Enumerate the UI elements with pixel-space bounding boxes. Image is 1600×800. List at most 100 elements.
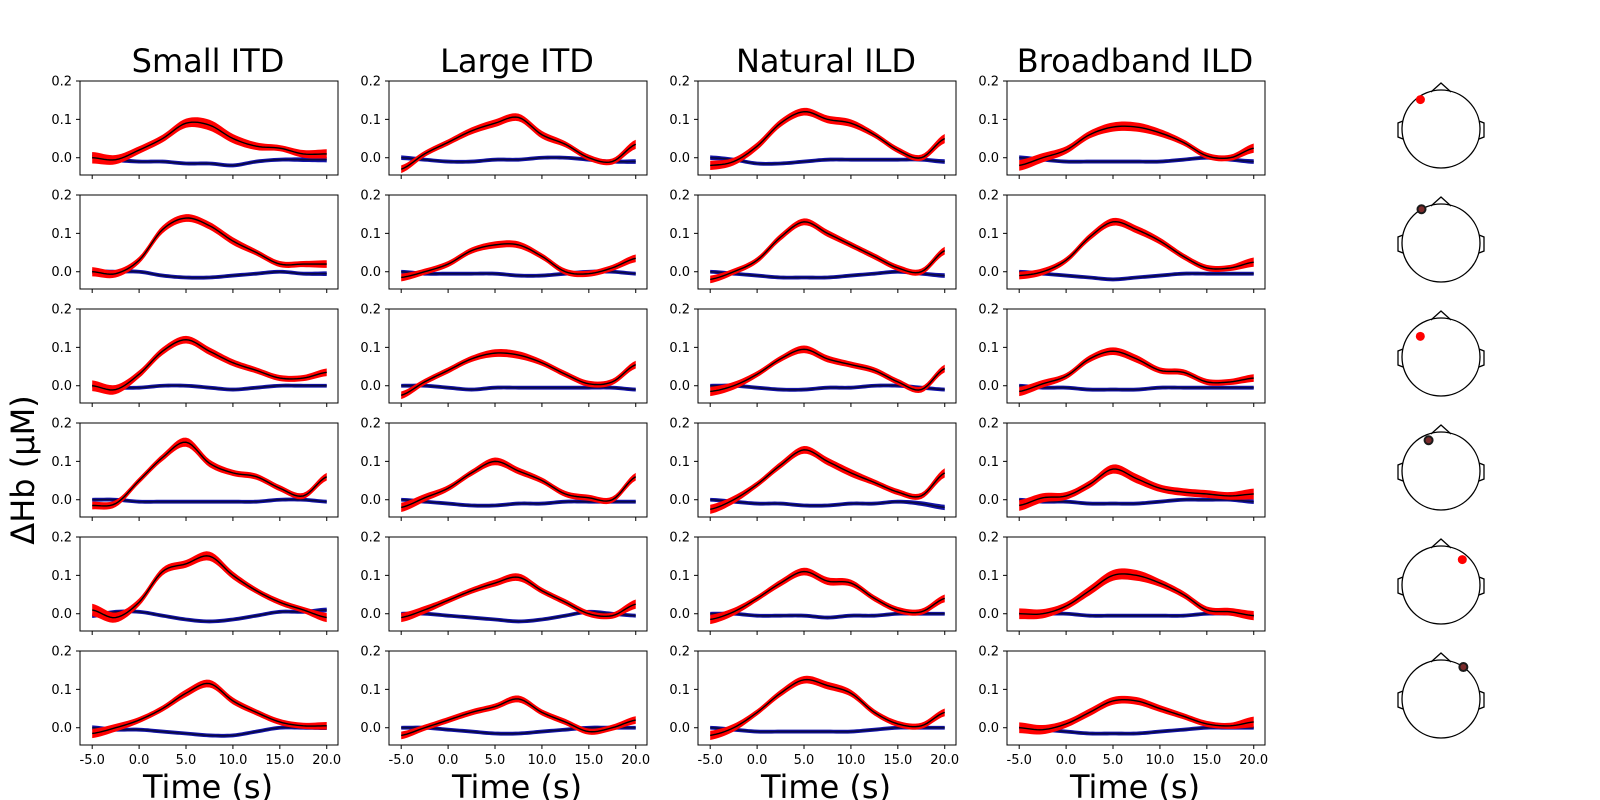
hbo-sd-band <box>710 218 945 284</box>
hbo-mean-line <box>92 217 327 275</box>
hbo-sd-band <box>1019 121 1254 171</box>
axes-frame <box>79 80 339 176</box>
y-tick-label: 0.2 <box>51 75 72 90</box>
y-tick-label: 0.2 <box>669 303 690 318</box>
axes-frame <box>79 308 339 404</box>
y-tick-label: 0.1 <box>360 341 381 356</box>
nose-shape <box>1430 82 1452 93</box>
y-tick-label: 0.1 <box>978 341 999 356</box>
y-tick-label: 0.0 <box>978 607 999 622</box>
y-tick-label: 0.0 <box>51 493 72 508</box>
x-tick-label: 15.0 <box>883 753 912 768</box>
panel-r2-c2: 0.0 0.1 0.2 <box>669 303 957 407</box>
nose-shape <box>1430 196 1452 207</box>
hbo-mean-line <box>401 243 636 279</box>
head-outline <box>1401 89 1481 169</box>
head-map-5 <box>1397 652 1485 739</box>
y-tick-label: 0.2 <box>669 417 690 432</box>
hbo-sd-band <box>710 107 945 171</box>
y-tick-label: 0.2 <box>360 531 381 546</box>
y-tick-label: 0.1 <box>978 227 999 242</box>
x-tick-label: 10.0 <box>1145 753 1174 768</box>
x-tick-label: 20.0 <box>312 753 341 768</box>
y-tick-label: 0.2 <box>669 531 690 546</box>
panel-r4-c1: 0.0 0.1 0.2 <box>360 531 648 635</box>
y-tick-label: 0.1 <box>51 113 72 128</box>
y-tick-label: 0.2 <box>978 531 999 546</box>
y-tick-label: 0.2 <box>669 75 690 90</box>
y-tick-label: 0.1 <box>978 113 999 128</box>
hbo-sd-band <box>401 349 636 400</box>
y-tick-label: 0.2 <box>360 189 381 204</box>
x-tick-label: 15.0 <box>1192 753 1221 768</box>
x-axis-label-3: Time (s) <box>1069 768 1200 800</box>
panel-r5-c3: 0.0 0.1 0.2 -5.0 0.0 5.0 10.0 15.0 20.0 <box>978 645 1268 769</box>
y-tick-label: 0.0 <box>360 493 381 508</box>
axes-frame <box>79 422 339 518</box>
hbo-sd-band <box>710 567 945 625</box>
y-tick-label: 0.0 <box>360 379 381 394</box>
y-tick-label: 0.0 <box>978 721 999 736</box>
panel-r2-c0: 0.0 0.1 0.2 <box>51 303 339 407</box>
y-tick-label: 0.1 <box>360 683 381 698</box>
panel-r4-c0: 0.0 0.1 0.2 <box>51 531 339 635</box>
panel-r3-c0: 0.0 0.1 0.2 <box>51 417 339 521</box>
x-axis-label-0: Time (s) <box>142 768 273 800</box>
y-tick-label: 0.1 <box>360 569 381 584</box>
axes-frame <box>697 650 957 746</box>
hbo-mean-line <box>92 441 328 507</box>
y-tick-label: 0.2 <box>360 303 381 318</box>
hbo-sd-band <box>92 214 327 279</box>
x-axis-label-1: Time (s) <box>451 768 582 800</box>
hbo-mean-line <box>710 570 945 621</box>
hbr-mean-line <box>710 156 945 165</box>
y-tick-label: 0.0 <box>669 265 690 280</box>
head-map-1 <box>1397 196 1485 283</box>
x-tick-label: 5.0 <box>176 753 197 768</box>
hbo-mean-line <box>400 352 637 396</box>
hbo-mean-line <box>710 348 946 393</box>
x-tick-label: 0.0 <box>747 753 768 768</box>
hbo-sd-band <box>401 240 636 282</box>
axes-frame <box>1006 422 1266 518</box>
hbo-sd-band <box>710 675 945 741</box>
nose-shape <box>1430 310 1452 321</box>
hbo-sd-band <box>710 345 945 397</box>
y-tick-label: 0.2 <box>978 75 999 90</box>
y-tick-label: 0.1 <box>51 227 72 242</box>
head-map-4 <box>1397 538 1485 625</box>
axes-frame <box>79 650 339 746</box>
axes-frame <box>388 80 648 176</box>
axes-frame <box>1006 536 1266 632</box>
panel-grid: 0.00.10.20.00.10.20.00.10.20.00.10.20.00… <box>51 75 1268 769</box>
channel-marker <box>1416 204 1427 215</box>
head-outline <box>1401 659 1481 739</box>
panel-r5-c1: 0.0 0.1 0.2 -5.0 0.0 5.0 10.0 15.0 20.0 <box>360 645 650 769</box>
hbo-sd-band <box>710 446 945 514</box>
hbr-mean-line <box>92 155 327 167</box>
x-tick-label: 20.0 <box>930 753 959 768</box>
y-axis-label: ΔHb (μM) <box>4 395 42 544</box>
x-tick-label: -5.0 <box>1007 753 1032 768</box>
hbr-sd-band <box>92 725 327 738</box>
panel-r4-c3: 0.0 0.1 0.2 <box>978 531 1266 635</box>
axes-frame <box>697 422 957 518</box>
y-tick-label: 0.0 <box>360 265 381 280</box>
y-tick-label: 0.2 <box>978 303 999 318</box>
x-tick-label: 20.0 <box>621 753 650 768</box>
hbr-mean-line <box>92 498 327 503</box>
hbo-sd-band <box>401 573 636 623</box>
panel-r3-c2: 0.0 0.1 0.2 <box>669 417 957 521</box>
axes-frame <box>388 422 648 518</box>
axes-frame <box>697 308 957 404</box>
x-tick-label: 5.0 <box>1103 753 1124 768</box>
axes-frame <box>1006 650 1266 746</box>
panel-r0-c1: 0.0 0.1 0.2 <box>360 75 648 179</box>
head-outline <box>1401 203 1481 283</box>
axes-frame <box>1006 194 1266 290</box>
x-axis-label-2: Time (s) <box>760 768 891 800</box>
y-tick-label: 0.1 <box>669 569 690 584</box>
panel-r0-c3: 0.0 0.1 0.2 <box>978 75 1266 179</box>
panel-r3-c3: 0.0 0.1 0.2 <box>978 417 1266 521</box>
axes-frame <box>697 80 957 176</box>
